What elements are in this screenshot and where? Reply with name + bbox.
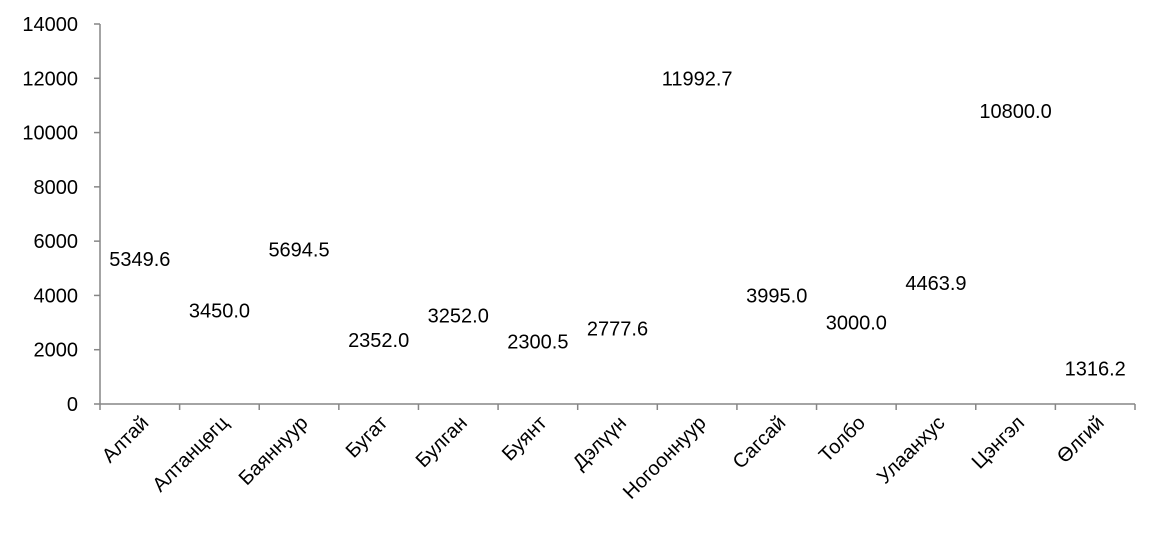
y-axis: 0 2000 4000 6000 8000 10000 12000 14000	[22, 14, 101, 416]
x-category-label: Сагсай	[729, 412, 790, 473]
data-labels: 5349.6 3450.0 5694.5 2352.0 3252.0 2300.5 2777…	[109, 68, 1126, 380]
x-category-label: Буянт	[498, 412, 551, 465]
x-category-label: Баяннуур	[235, 412, 313, 490]
y-tick-label: 10000	[22, 123, 78, 145]
y-tick-label: 2000	[34, 340, 79, 362]
data-label: 2777.6	[587, 319, 648, 341]
data-label: 1316.2	[1065, 358, 1126, 380]
x-category-label: Бугат	[342, 412, 392, 462]
data-label: 3450.0	[189, 300, 250, 322]
x-category-label: Өлгий	[1053, 412, 1109, 468]
data-label: 3000.0	[826, 313, 887, 335]
data-label: 3252.0	[428, 306, 489, 328]
data-label: 5349.6	[109, 249, 170, 271]
x-category-label: Улаанхус	[873, 412, 949, 488]
data-label: 11992.7	[662, 68, 733, 90]
data-label: 5694.5	[268, 239, 329, 261]
y-tick-label: 4000	[34, 285, 79, 307]
y-tick-label: 0	[67, 394, 78, 416]
y-tick-label: 12000	[22, 68, 78, 90]
x-category-label: Ногооннуур	[619, 412, 711, 504]
x-category-label: Толбо	[815, 412, 870, 467]
y-tick-label: 8000	[34, 177, 79, 199]
x-category-label: Цэнгэл	[968, 412, 1029, 473]
data-label: 3995.0	[746, 286, 807, 308]
y-tick-label: 14000	[22, 14, 78, 36]
data-label: 10800.0	[979, 101, 1051, 123]
x-category-label: Булган	[412, 412, 472, 472]
x-category-label: Алтай	[98, 412, 153, 467]
x-category-label: Дэлүүн	[569, 412, 631, 474]
data-label: 2300.5	[507, 332, 568, 354]
y-tick-label: 6000	[34, 231, 79, 253]
data-label: 2352.0	[348, 330, 409, 352]
x-category-label: Алтанцөгц	[148, 412, 232, 496]
data-label: 4463.9	[905, 273, 966, 295]
